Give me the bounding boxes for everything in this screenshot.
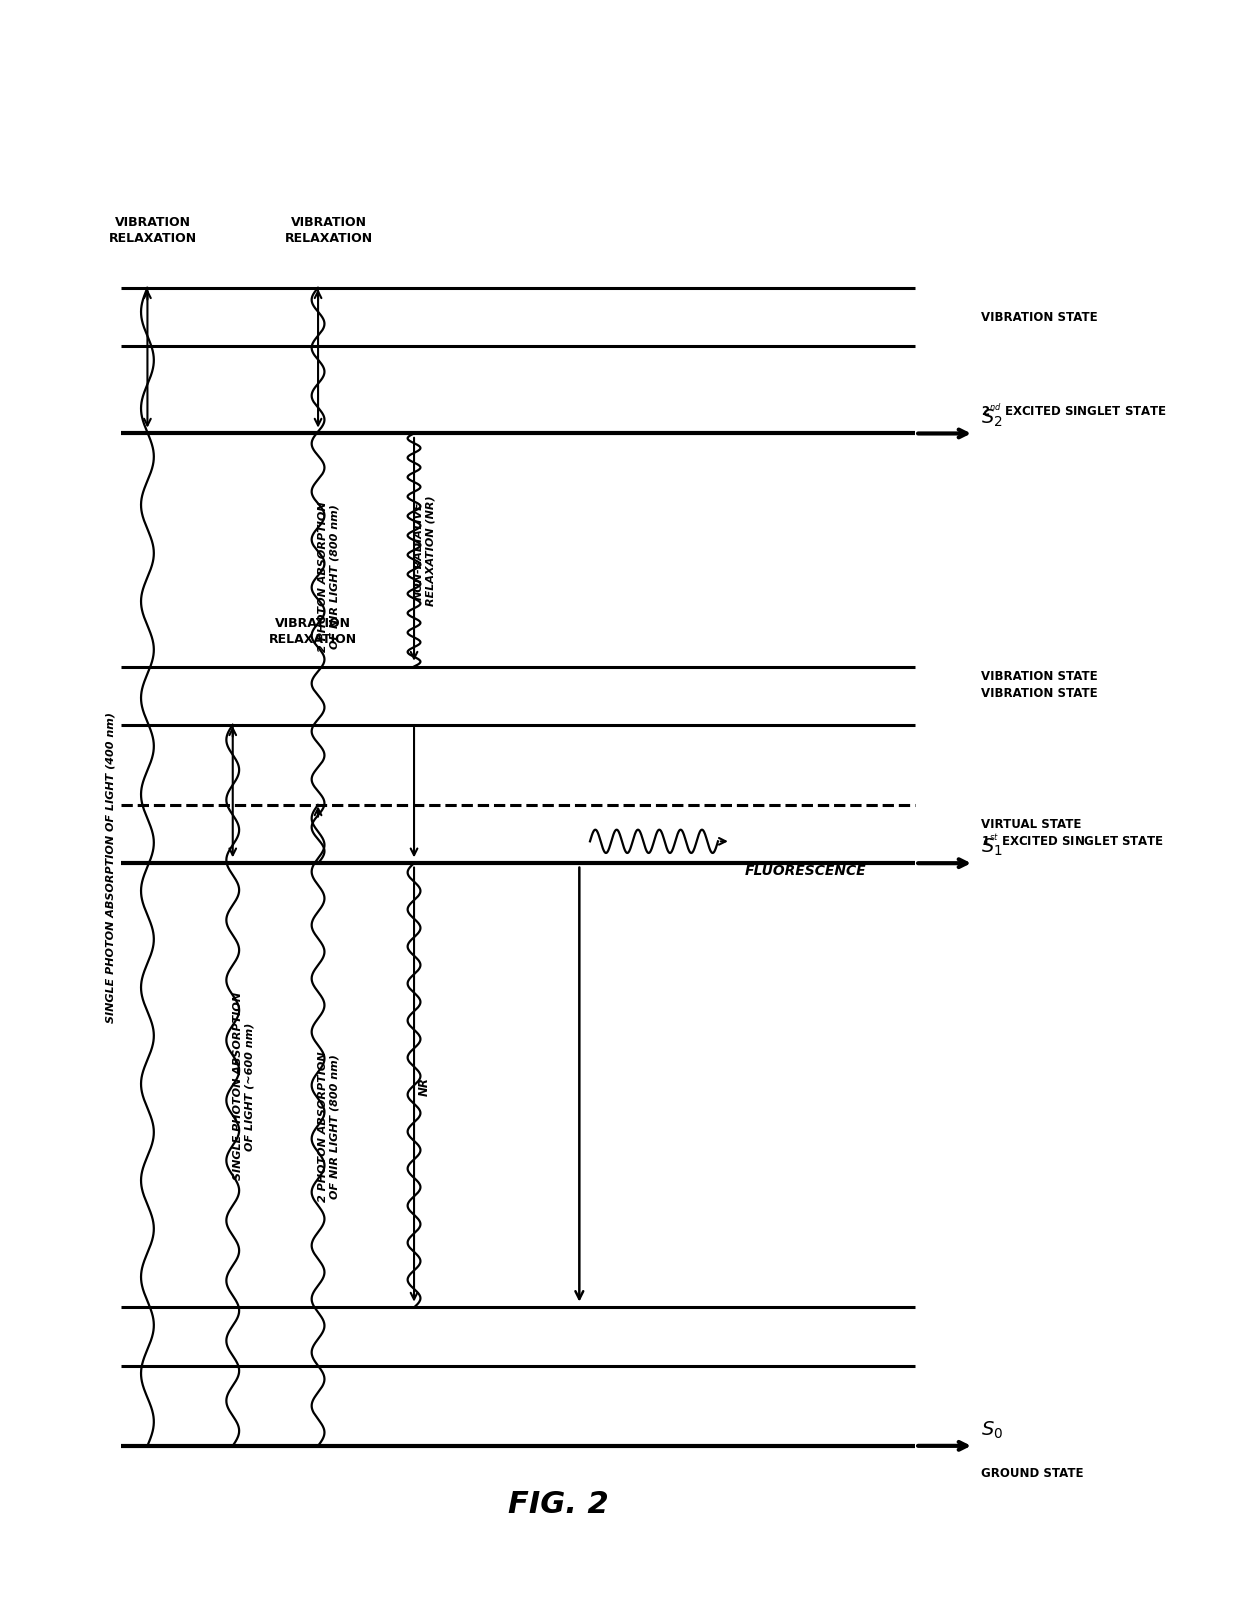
Text: GROUND STATE: GROUND STATE (981, 1466, 1084, 1478)
Text: VIBRATION STATE
VIBRATION STATE: VIBRATION STATE VIBRATION STATE (981, 670, 1097, 699)
Text: FIG. 2: FIG. 2 (507, 1490, 609, 1519)
Text: $\it{S}$$_2$: $\it{S}$$_2$ (981, 407, 1003, 428)
Text: VIBRATION
RELAXATION: VIBRATION RELAXATION (285, 216, 373, 245)
Text: VIBRATION
RELAXATION: VIBRATION RELAXATION (109, 216, 197, 245)
Text: NON-RADIATIVE
RELAXATION (NR): NON-RADIATIVE RELAXATION (NR) (414, 495, 435, 605)
Text: 2 PHOTON ABSORPTION
OF NIR LIGHT (800 nm): 2 PHOTON ABSORPTION OF NIR LIGHT (800 nm… (317, 1051, 340, 1201)
Text: $\it{S}$$_0$: $\it{S}$$_0$ (981, 1419, 1003, 1440)
Text: 2$^{nd}$ EXCITED SINGLET STATE: 2$^{nd}$ EXCITED SINGLET STATE (981, 404, 1167, 420)
Text: FLUORESCENCE: FLUORESCENCE (745, 863, 867, 878)
Text: 2 PHOTON ABSORPTION
OF NIR LIGHT (800 nm): 2 PHOTON ABSORPTION OF NIR LIGHT (800 nm… (317, 500, 340, 652)
Text: 1$^{st}$ EXCITED SINGLET STATE: 1$^{st}$ EXCITED SINGLET STATE (981, 833, 1164, 847)
Text: VIBRATION
RELAXATION: VIBRATION RELAXATION (269, 617, 357, 646)
Text: SINGLE PHOTON ABSORPTION
OF LIGHT (~600 nm): SINGLE PHOTON ABSORPTION OF LIGHT (~600 … (233, 991, 254, 1180)
Text: VIRTUAL STATE: VIRTUAL STATE (981, 818, 1081, 831)
Text: NR: NR (418, 1077, 432, 1094)
Text: SINGLE PHOTON ABSORPTION OF LIGHT (400 nm): SINGLE PHOTON ABSORPTION OF LIGHT (400 n… (105, 712, 115, 1023)
Text: VIBRATION STATE: VIBRATION STATE (981, 312, 1097, 324)
Text: $\it{S}$$_1$: $\it{S}$$_1$ (981, 836, 1003, 857)
